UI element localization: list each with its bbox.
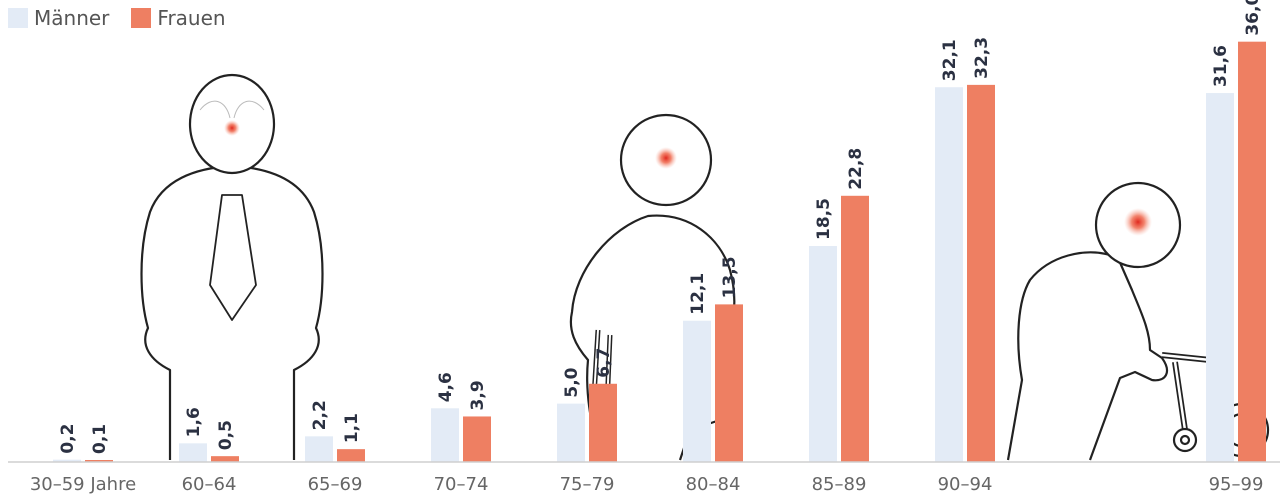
x-tick-label-5: 80–84 [686,474,741,495]
bar-label-maenner-2: 2,2 [310,400,330,430]
bar-frauen-1 [211,456,239,462]
x-axis-tick-labels: 30–59 Jahre 60–64 65–69 70–74 75–79 80–84 85–8… [30,474,1264,495]
bar-maenner-3 [431,408,459,462]
bar-frauen-2 [337,449,365,462]
bar-label-maenner-8: 31,6 [1211,45,1231,87]
legend: Männer Frauen [8,6,248,30]
bar-frauen-5 [715,304,743,462]
legend-item-frauen: Frauen [131,6,226,30]
x-tick-label-1: 60–64 [182,474,237,495]
x-tick-label-3: 70–74 [434,474,489,495]
bar-frauen-4 [589,383,617,462]
bar-maenner-8 [1206,93,1234,462]
bar-label-maenner-5: 12,1 [688,273,708,315]
bar-frauen-8 [1238,41,1266,463]
bar-label-frauen-1: 0,5 [216,420,236,450]
bar-label-maenner-3: 4,6 [436,372,456,402]
bar-label-frauen-8: 36,0 [1243,0,1263,36]
bar-maenner-2 [305,436,333,462]
man-with-tie-silhouette-icon [140,73,324,460]
x-tick-label-0: 30–59 Jahre [30,474,136,495]
x-tick-label-7: 90–94 [938,474,993,495]
legend-item-maenner: Männer [8,6,109,30]
bar-label-frauen-5: 13,5 [720,256,740,298]
bar-frauen-0 [85,460,113,462]
bar-maenner-0 [53,459,81,462]
bar-label-maenner-6: 18,5 [814,198,834,240]
x-tick-label-2: 65–69 [308,474,363,495]
bar-label-frauen-3: 3,9 [468,380,488,410]
bar-maenner-1 [179,443,207,462]
x-tick-label-4: 75–79 [560,474,615,495]
bar-label-maenner-1: 1,6 [184,407,204,437]
x-tick-label-6: 85–89 [812,474,867,495]
bar-maenner-6 [809,246,837,462]
legend-label-frauen: Frauen [157,6,226,30]
bar-label-frauen-0: 0,1 [90,424,110,454]
bar-label-frauen-7: 32,3 [972,37,992,79]
bar-maenner-7 [935,87,963,462]
bar-labels-layer: 0,2 0,1 1,6 0,5 2,2 1,1 4,6 3,9 5,0 6,7 12,1 13,5 18… [58,0,1263,454]
bar-frauen-6 [841,195,869,462]
bar-label-maenner-0: 0,2 [58,424,78,454]
bar-maenner-5 [683,320,711,462]
bar-label-frauen-2: 1,1 [342,413,362,443]
bar-label-frauen-4: 6,7 [594,348,614,378]
bar-label-maenner-4: 5,0 [562,367,582,397]
bar-frauen-7 [967,84,995,463]
bar-label-frauen-6: 22,8 [846,148,866,190]
legend-swatch-frauen [131,8,152,28]
bars-layer [53,41,1266,463]
legend-label-maenner: Männer [34,6,110,30]
legend-swatch-maenner [8,8,28,28]
bar-label-maenner-7: 32,1 [940,39,960,81]
x-tick-label-8: 95–99 [1209,474,1264,495]
bar-maenner-4 [557,403,585,462]
bar-frauen-3 [463,416,491,462]
